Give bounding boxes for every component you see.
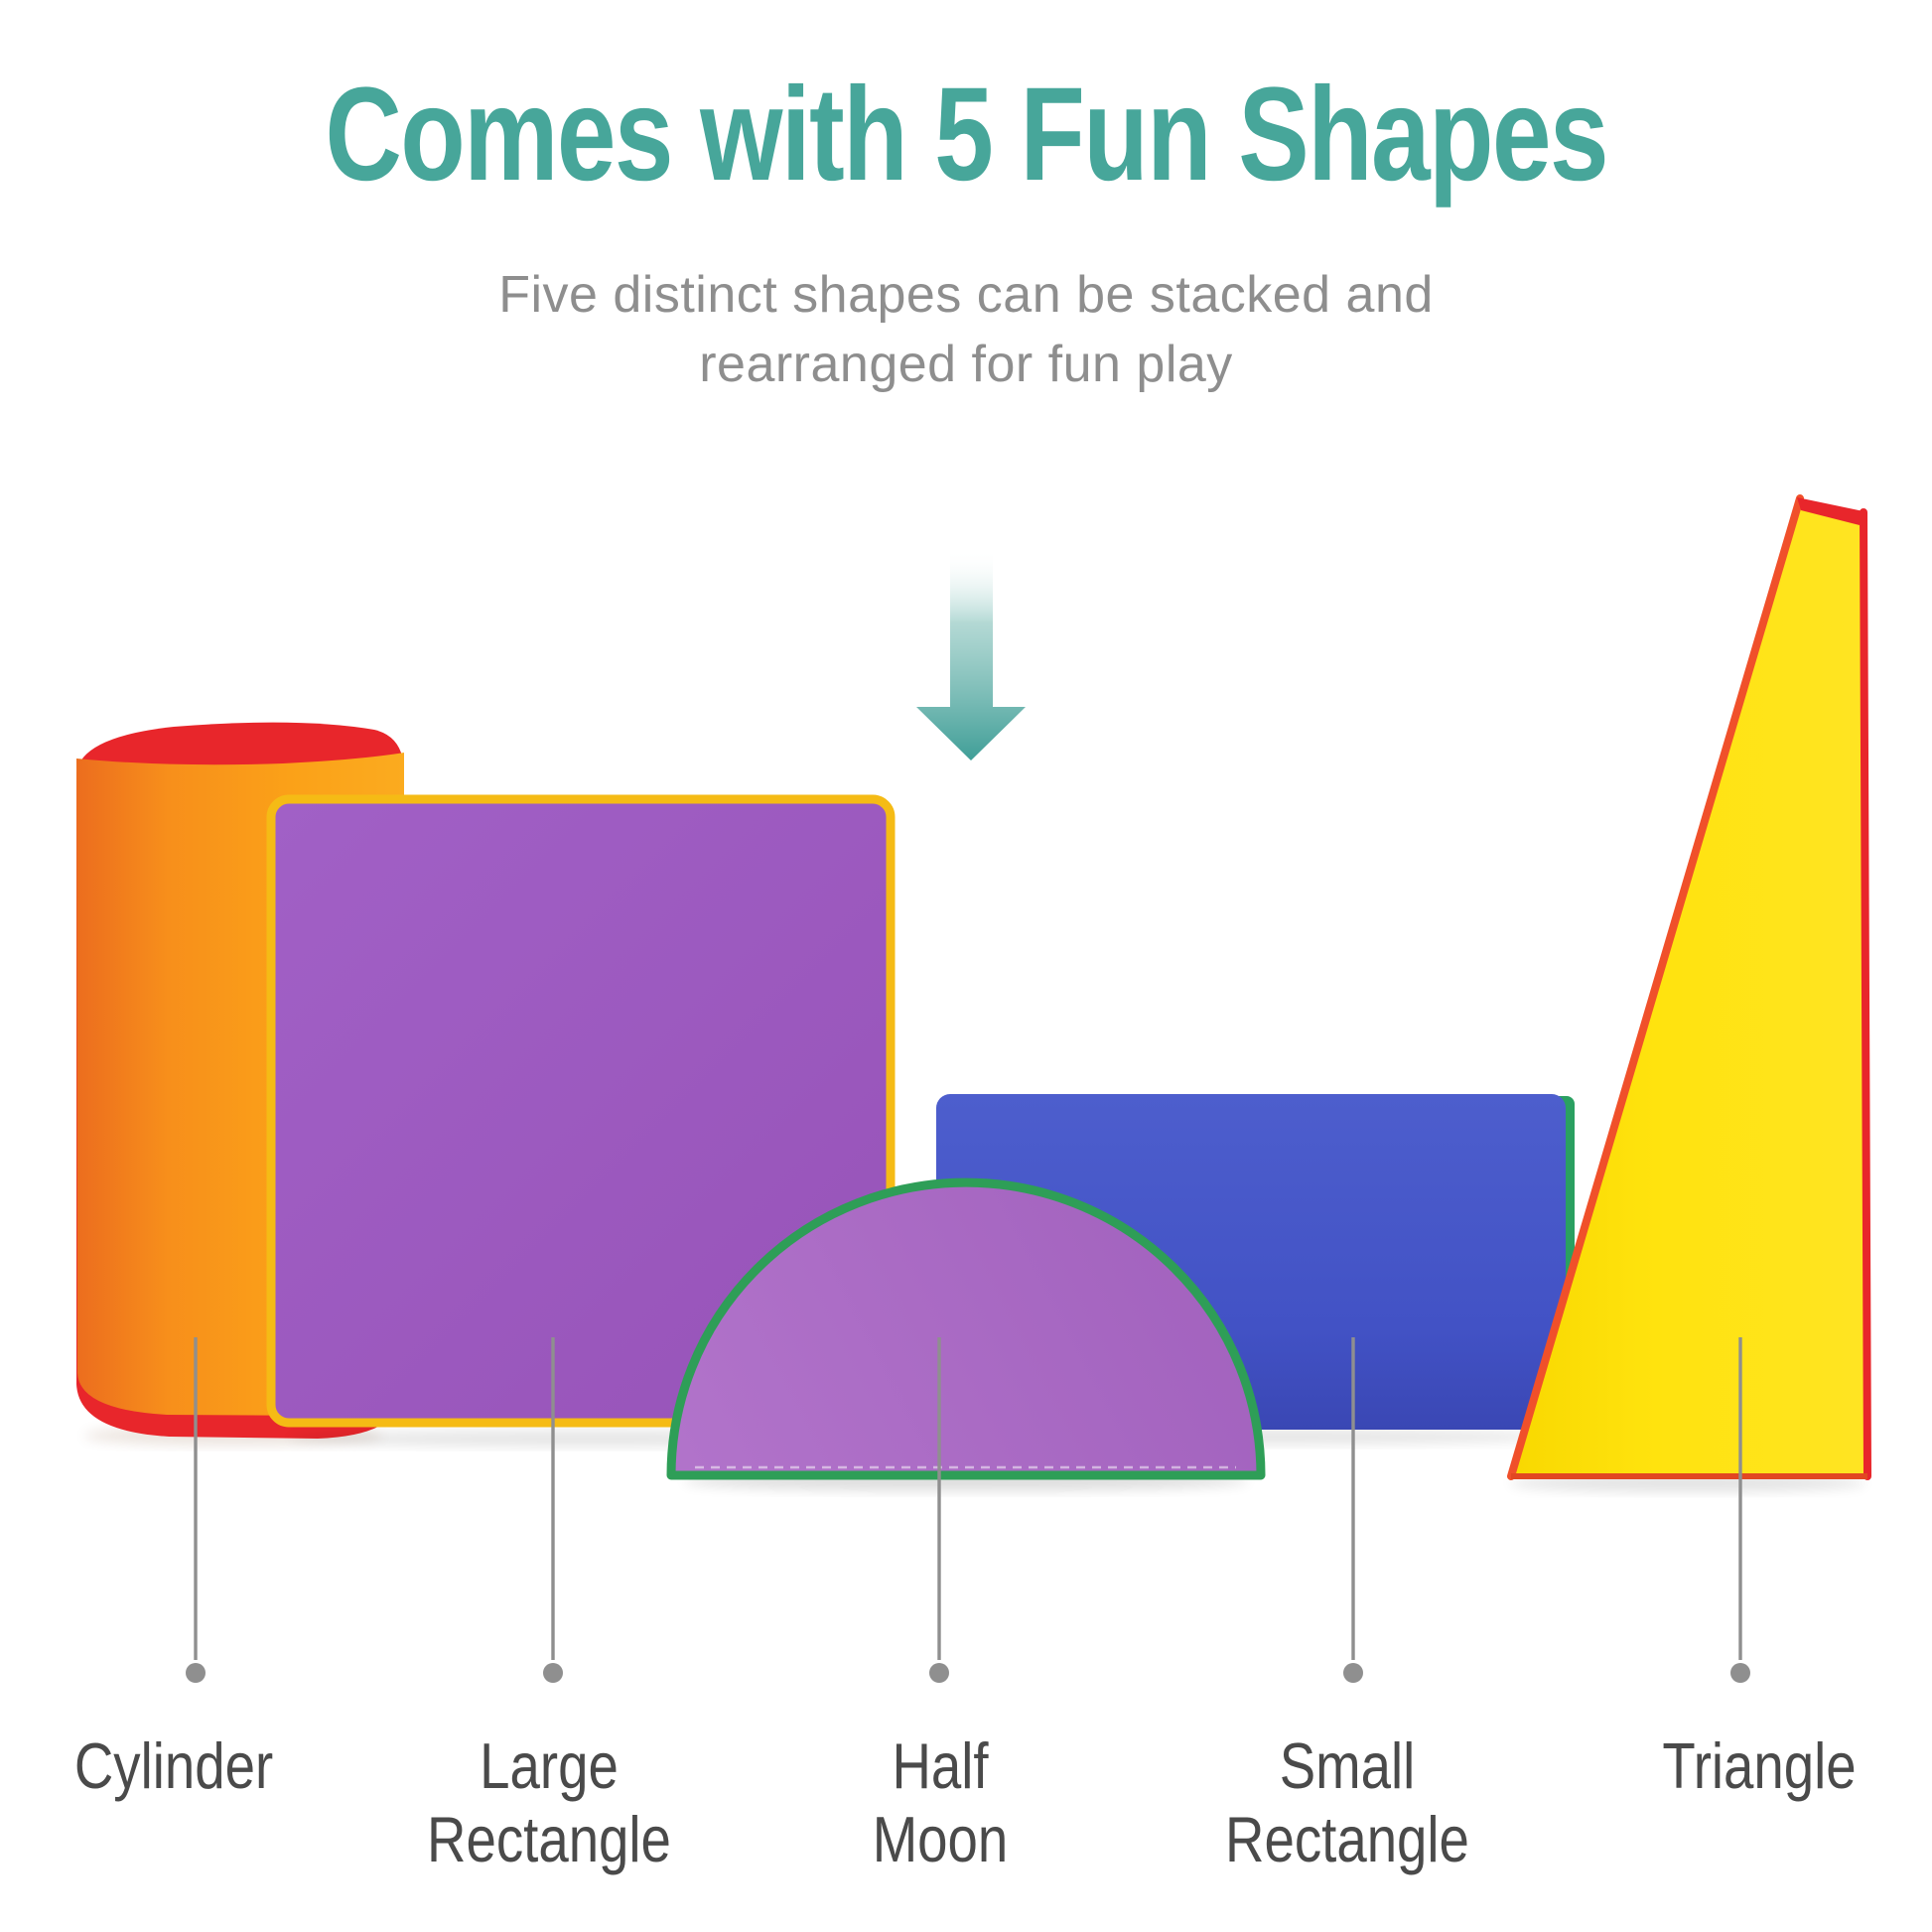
large-rectangle-body: [266, 794, 896, 1428]
triangle-hypotenuse-trim: [1507, 494, 1804, 1480]
page-title: Comes with 5 Fun Shapes: [325, 61, 1608, 208]
label-triangle: Triangle: [1501, 1729, 1932, 1803]
shape-triangle: [1507, 494, 1871, 1492]
page-title-band: Comes with 5 Fun Shapes: [0, 61, 1932, 214]
triangle-right-trim: [1860, 508, 1871, 1480]
label-large-rectangle-line1: Large: [480, 1729, 619, 1802]
callout-dot-small-rectangle: [1343, 1663, 1363, 1683]
callouts: [194, 1337, 1742, 1660]
label-half-moon: Half Moon: [682, 1729, 1198, 1876]
callout-dot-cylinder: [186, 1663, 206, 1683]
label-large-rectangle-line2: Rectangle: [427, 1803, 671, 1875]
label-triangle-line1: Triangle: [1662, 1729, 1857, 1802]
subtitle-line-2: rearranged for fun play: [699, 336, 1233, 393]
label-large-rectangle: Large Rectangle: [291, 1729, 807, 1876]
label-small-rectangle-line1: Small: [1279, 1729, 1416, 1802]
shape-half-moon: [666, 1177, 1266, 1491]
label-half-moon-line2: Moon: [872, 1803, 1009, 1875]
down-arrow-icon: [916, 549, 1026, 760]
subtitle-line-1: Five distinct shapes can be stacked and: [498, 266, 1434, 324]
label-small-rectangle: Small Rectangle: [1089, 1729, 1605, 1876]
callout-dot-half-moon: [929, 1663, 949, 1683]
triangle-apex-cap: [1797, 497, 1863, 525]
triangle-body: [1511, 498, 1867, 1476]
label-small-rectangle-line2: Rectangle: [1225, 1803, 1469, 1875]
subtitle: Five distinct shapes can be stacked and …: [0, 260, 1932, 399]
callout-dots: [186, 1663, 1750, 1683]
callout-dot-large-rectangle: [543, 1663, 563, 1683]
label-half-moon-line1: Half: [892, 1729, 989, 1802]
callout-dot-triangle: [1730, 1663, 1750, 1683]
label-cylinder: Cylinder: [0, 1729, 432, 1803]
half-moon-body: [666, 1177, 1266, 1480]
label-cylinder-line1: Cylinder: [73, 1729, 274, 1802]
